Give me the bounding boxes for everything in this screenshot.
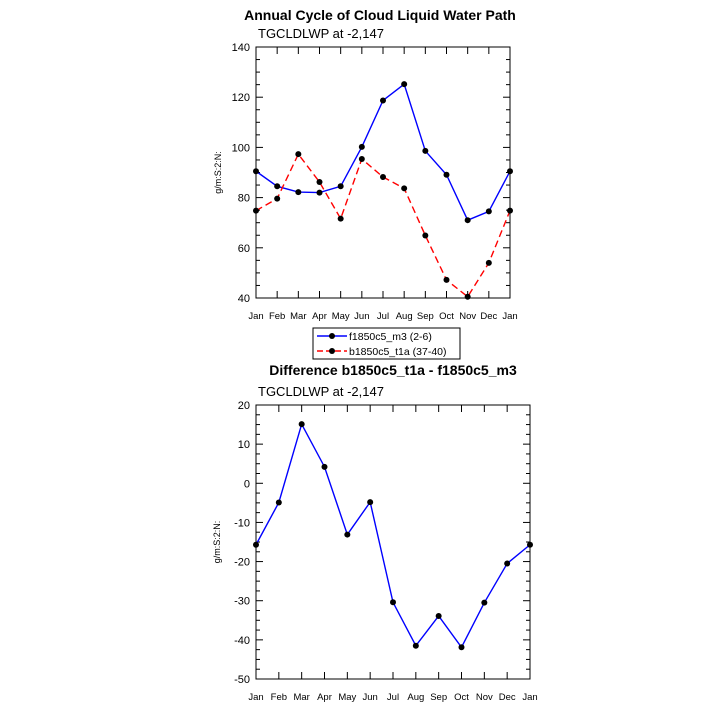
chart1-series-2-point <box>295 151 302 158</box>
chart1-series-2-point <box>358 155 365 162</box>
chart1-x-tick-label: Dec <box>480 311 497 322</box>
chart2-y-tick-label: -10 <box>234 517 250 529</box>
chart2-x-tick-label: Feb <box>271 692 287 703</box>
chart1-series-1-point <box>380 97 386 104</box>
chart1-title: Annual Cycle of Cloud Liquid Water Path <box>244 7 516 23</box>
chart2-series-1-point <box>527 541 533 548</box>
chart2-x-tick-label: Aug <box>407 692 424 703</box>
chart1-series-2-point <box>507 207 513 214</box>
chart1-series-2-point <box>253 207 259 214</box>
chart1-x-tick-label: Jun <box>354 311 369 322</box>
chart2-x-tick-label: Dec <box>499 692 516 703</box>
chart1-series-1-point <box>401 81 408 88</box>
legend-box <box>312 327 461 360</box>
chart1-series-line-1 <box>255 82 511 222</box>
chart1-series-1-point <box>485 208 492 215</box>
chart1-series-2-point <box>337 215 344 222</box>
chart1-x-tick-label: Jul <box>377 311 389 322</box>
chart2-series-1-point <box>298 421 305 428</box>
chart2-y-axis-label: g/m:S:2:N: <box>212 521 222 564</box>
chart1-x-tick-label: Jan <box>248 311 263 322</box>
chart2-series-1-point <box>367 499 374 506</box>
chart1-series-1-point <box>443 171 450 178</box>
chart1-y-tick-label: 100 <box>232 142 250 154</box>
chart1-y-tick-label: 60 <box>238 243 250 255</box>
chart1-y-tick-label: 80 <box>238 193 250 205</box>
chart2-x-tick-label: Sep <box>430 692 447 703</box>
chart1-series-1-point <box>358 143 365 150</box>
chart1-x-tick-label: Aug <box>396 311 413 322</box>
legend-marker-2 <box>329 348 335 354</box>
chart1-y-tick-label: 140 <box>232 42 250 54</box>
chart1-series-1-point <box>274 183 281 190</box>
chart2-x-tick-label: Mar <box>293 692 309 703</box>
chart1-series-1-point <box>316 189 323 196</box>
chart2-series-1-point <box>458 644 465 651</box>
chart2-series-1-point <box>390 599 396 606</box>
chart2-plot-frame <box>255 404 531 680</box>
chart1-series-2-point <box>401 185 408 192</box>
chart1-x-tick-label: Mar <box>290 311 306 322</box>
chart1-subtitle: TGCLDLWP at -2,147 <box>258 26 384 41</box>
chart2-series-1-point <box>435 612 442 619</box>
chart1-series-2-point <box>380 174 386 181</box>
chart1-x-tick-label: May <box>332 311 350 322</box>
chart1-y-axis-label: g/m:S:2:N: <box>213 151 223 194</box>
chart2-x-tick-label: Jun <box>363 692 378 703</box>
chart2-y-tick-label: -50 <box>234 674 250 686</box>
chart2-y-tick-label: -20 <box>234 557 250 569</box>
chart1-x-tick-label: Oct <box>439 311 454 322</box>
chart2-series-line-1 <box>255 422 531 649</box>
chart1-series-1-point <box>422 147 429 154</box>
chart1-x-tick-label: Feb <box>269 311 285 322</box>
chart1-x-tick-label: Sep <box>417 311 434 322</box>
chart2-series-1-point <box>504 560 511 567</box>
chart2-x-tick-label: Jul <box>387 692 399 703</box>
chart1-series-2-point <box>485 259 492 266</box>
chart2-y-tick-label: 0 <box>244 478 250 490</box>
chart2-series-1-point <box>481 599 488 606</box>
chart1-series-1-point <box>253 168 259 175</box>
chart1-plot-frame <box>255 46 511 299</box>
chart1-series-2-point <box>274 195 281 202</box>
chart2-x-tick-label: Apr <box>317 692 332 703</box>
chart2-series-1-point <box>412 642 419 649</box>
chart1-series-1-point <box>337 183 344 190</box>
chart2-series-1-point <box>321 463 328 470</box>
legend-entry-2: b1850c5_t1a (37-40) <box>349 346 447 358</box>
chart1-y-tick-label: 120 <box>232 92 250 104</box>
chart2-y-tick-label: -40 <box>234 635 250 647</box>
chart2-x-tick-label: Oct <box>454 692 469 703</box>
chart2-x-tick-label: Nov <box>476 692 493 703</box>
legend-entry-1: f1850c5_m3 (2-6) <box>349 331 432 343</box>
chart2-title: Difference b1850c5_t1a - f1850c5_m3 <box>269 362 517 378</box>
chart1-series-1-point <box>295 189 302 196</box>
chart1-x-tick-label: Apr <box>312 311 327 322</box>
chart1-series-1-point <box>507 168 513 175</box>
chart2-y-tick-label: 20 <box>238 400 250 412</box>
chart1-series-2-point <box>443 276 450 283</box>
chart2-subtitle: TGCLDLWP at -2,147 <box>258 384 384 399</box>
chart1-x-tick-label: Nov <box>459 311 476 322</box>
chart2-y-tick-label: 10 <box>238 439 250 451</box>
chart1-series-2-point <box>464 293 471 300</box>
chart2-x-tick-label: May <box>338 692 356 703</box>
chart2-x-tick-label: Jan <box>248 692 263 703</box>
chart2-x-tick-label: Jan <box>522 692 537 703</box>
legend-marker-1 <box>329 333 335 339</box>
chart1-x-tick-label: Jan <box>502 311 517 322</box>
chart1-series-2-point <box>316 179 323 186</box>
chart2-series-1-point <box>253 541 259 548</box>
chart2-series-1-point <box>344 531 351 538</box>
chart2-y-tick-label: -30 <box>234 596 250 608</box>
chart1-series-2-point <box>422 232 429 239</box>
chart2-series-1-point <box>275 499 282 506</box>
chart1-y-tick-label: 40 <box>238 293 250 305</box>
chart1-series-1-point <box>464 217 471 224</box>
